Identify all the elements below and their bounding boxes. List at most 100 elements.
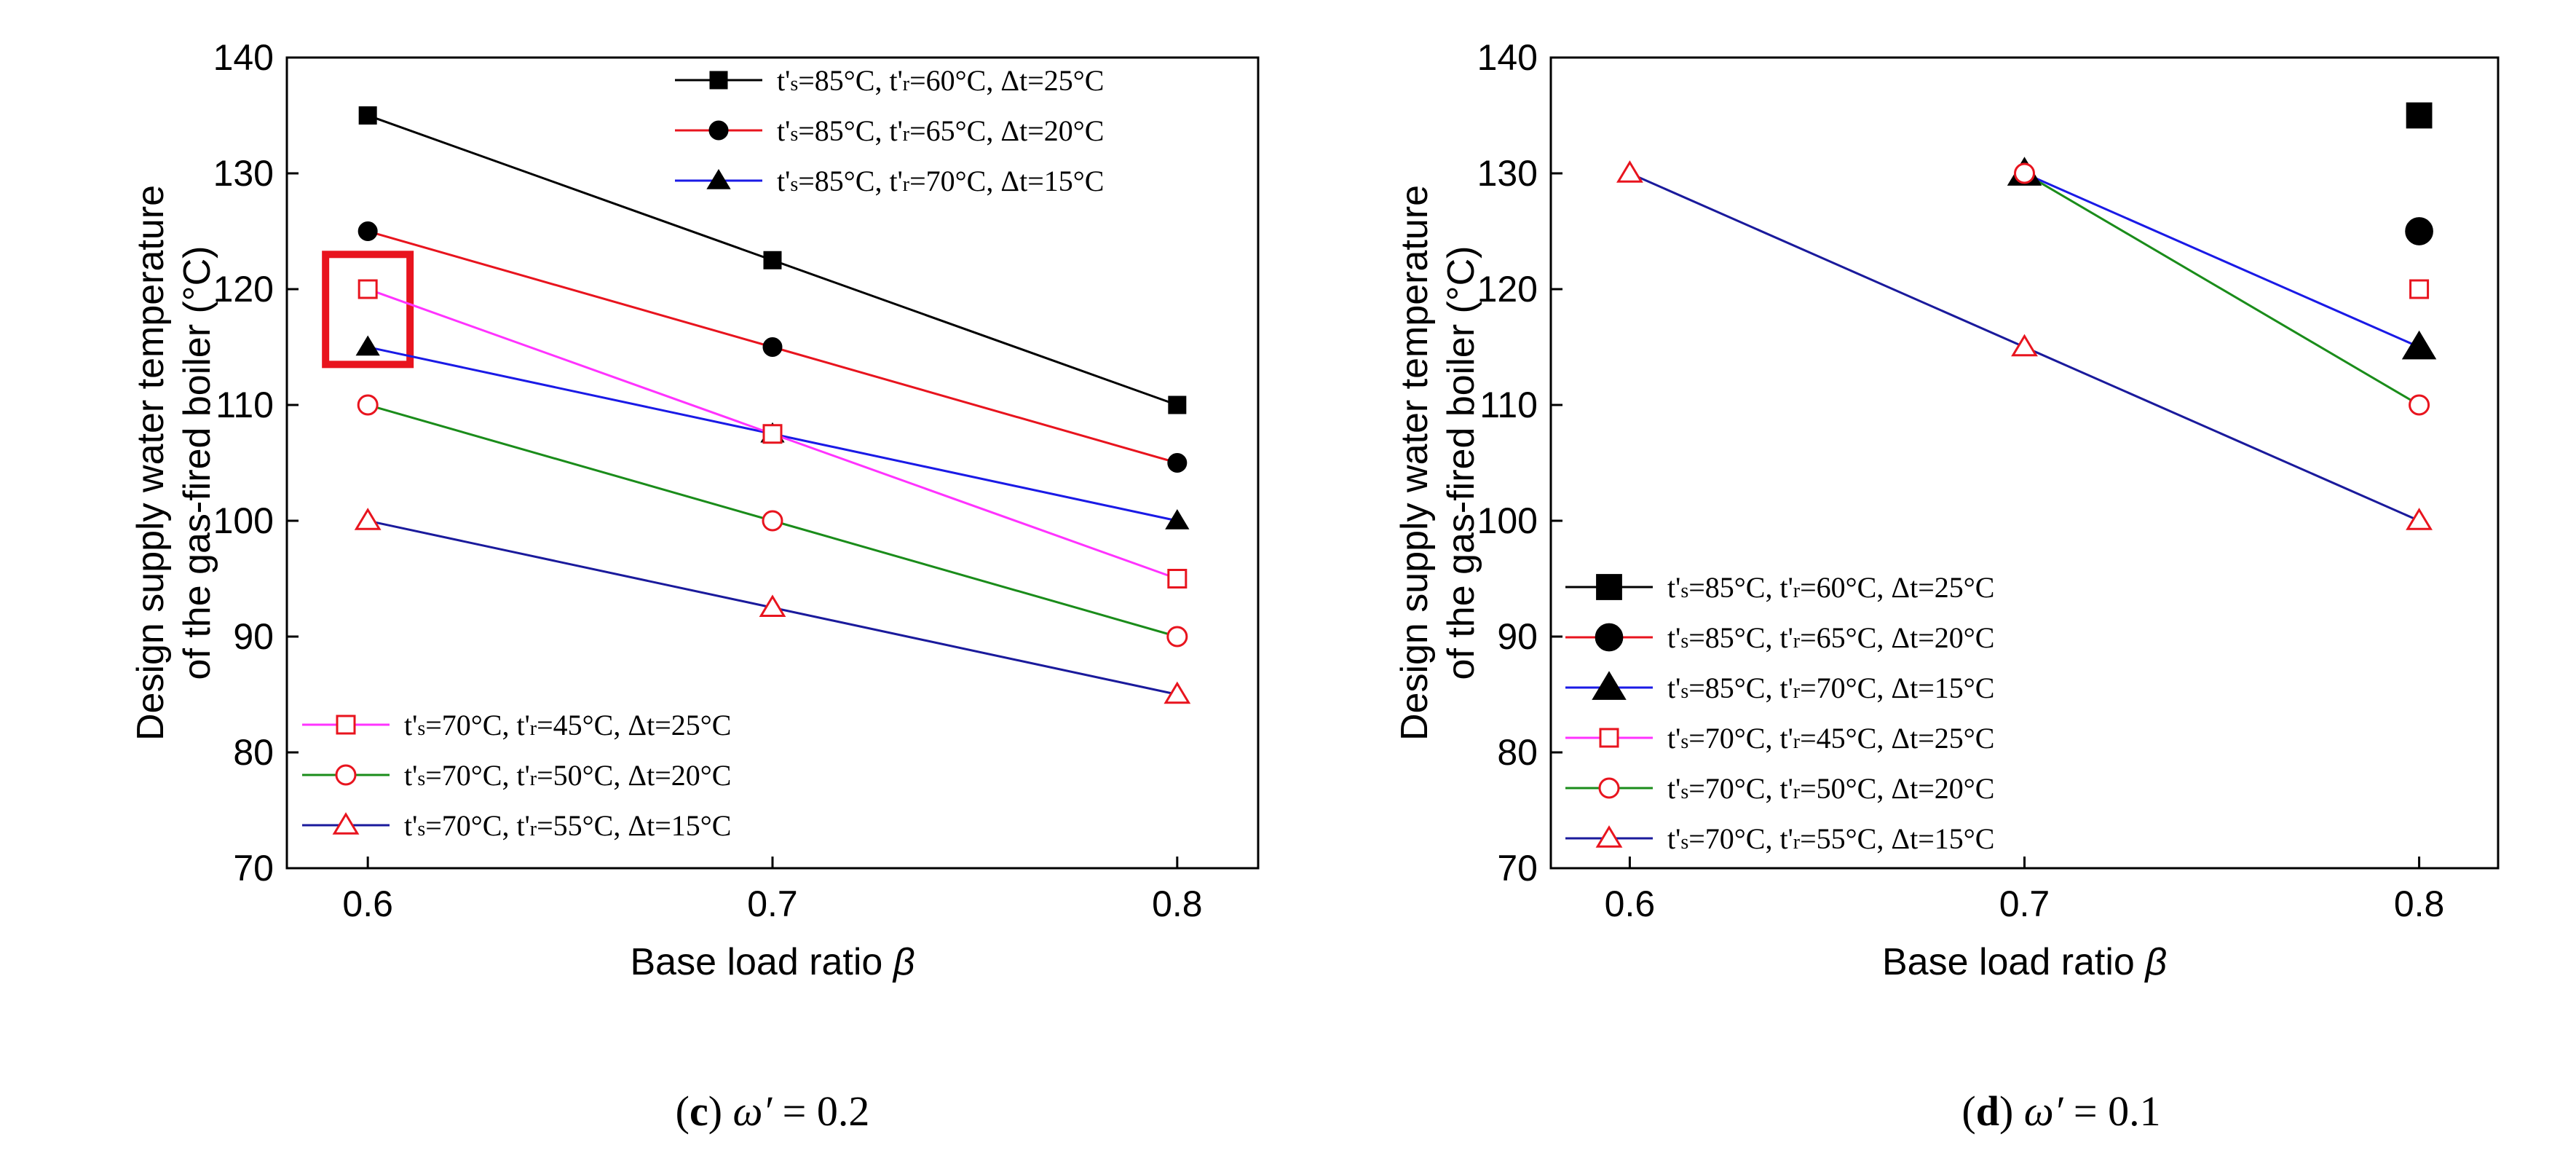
- y-axis-label-line1: Design supply water temperature: [1394, 185, 1436, 741]
- data-point-s0: [358, 106, 377, 125]
- legend-swatch-marker: [336, 715, 356, 735]
- legend-label: t's=85°C, t'r=65°C, Δt=20°C: [1667, 621, 1994, 654]
- legend-subscript: s: [417, 818, 425, 841]
- y-tick-label: 70: [1497, 848, 1538, 889]
- data-point-s0: [2406, 102, 2433, 129]
- legend-text: =65°C, Δt=20°C: [1800, 621, 1994, 654]
- legend-swatch-marker: [1598, 777, 1620, 799]
- data-point-s4: [1166, 626, 1188, 648]
- legend-label: t's=70°C, t'r=45°C, Δt=25°C: [1667, 722, 1994, 755]
- legend-subscript: r: [1793, 831, 1801, 854]
- legend-text: =85°C, t': [798, 64, 903, 97]
- x-tick-label: 0.8: [2394, 883, 2445, 924]
- data-point-s5: [759, 594, 786, 617]
- legend-subscript: s: [1680, 781, 1688, 803]
- data-point-s4: [2014, 162, 2035, 184]
- data-point-s1: [357, 221, 378, 241]
- legend-swatch-marker: [1596, 574, 1622, 600]
- legend-subscript: r: [1793, 731, 1801, 753]
- legend-entry: t's=85°C, t'r=70°C, Δt=15°C: [675, 165, 1104, 197]
- legend-swatch-marker: [1592, 671, 1627, 700]
- y-tick-label: 80: [1497, 732, 1538, 773]
- legend-subscript: s: [1680, 831, 1688, 854]
- legend-entry: t's=85°C, t'r=60°C, Δt=25°C: [1565, 571, 1994, 604]
- x-axis-label-text: Base load ratio: [1882, 941, 2145, 983]
- legend-entry: t's=70°C, t'r=55°C, Δt=15°C: [1565, 822, 1994, 855]
- legend-subscript: s: [417, 768, 425, 790]
- x-tick-label: 0.6: [1605, 883, 1656, 924]
- caption-symbol: ω′: [2024, 1087, 2064, 1135]
- y-axis-label-line1: Design supply water temperature: [130, 185, 172, 741]
- legend-subscript: r: [903, 73, 910, 95]
- y-axis-label-line2: of the gas-fired boiler (°C): [176, 246, 218, 680]
- y-tick-label: 110: [216, 385, 274, 425]
- legend-text: =60°C, Δt=25°C: [909, 64, 1104, 97]
- legend-label: t's=70°C, t'r=50°C, Δt=20°C: [404, 759, 731, 792]
- legend-label: t's=70°C, t'r=50°C, Δt=20°C: [1667, 772, 1994, 805]
- data-point-s5: [1616, 160, 1643, 183]
- data-point-s4: [357, 394, 379, 416]
- legend-subscript: s: [1680, 680, 1688, 703]
- data-point-s4: [2409, 394, 2430, 416]
- data-point-s1: [762, 337, 783, 357]
- highlight-box: [322, 251, 414, 369]
- data-point-s4: [762, 510, 783, 532]
- legend-entry: t's=70°C, t'r=45°C, Δt=25°C: [302, 709, 731, 741]
- legend-subscript: r: [1793, 781, 1801, 803]
- legend-text: =85°C, t': [1688, 621, 1793, 654]
- legend-entry: t's=70°C, t'r=55°C, Δt=15°C: [302, 809, 731, 842]
- y-axis-label-line2: of the gas-fired boiler (°C): [1440, 246, 1482, 680]
- legend-text: t': [1667, 621, 1680, 654]
- caption-paren-close: ): [1999, 1087, 2024, 1135]
- legend-entry: t's=70°C, t'r=45°C, Δt=25°C: [1565, 722, 1994, 755]
- legend-text: =70°C, t': [425, 759, 530, 792]
- legend-subscript: r: [903, 123, 910, 146]
- legend-text: =70°C, t': [1688, 772, 1793, 805]
- legend-entry: t's=85°C, t'r=65°C, Δt=20°C: [1565, 621, 1994, 654]
- x-axis-label-symbol: β: [892, 941, 915, 983]
- data-point-s3: [762, 424, 783, 444]
- caption-letter: c: [690, 1087, 708, 1135]
- y-tick-label: 90: [1497, 616, 1538, 657]
- y-tick-label: 80: [233, 732, 274, 773]
- plot-frame: [285, 56, 1260, 870]
- data-point-s5: [2011, 334, 2038, 357]
- x-axis-label-symbol: β: [2144, 941, 2167, 983]
- legend-text: =70°C, t': [1688, 722, 1793, 755]
- y-tick-label: 100: [213, 500, 274, 541]
- legend-label: t's=85°C, t'r=60°C, Δt=25°C: [777, 64, 1104, 97]
- legend-subscript: r: [1793, 630, 1801, 653]
- legend-entry: t's=85°C, t'r=65°C, Δt=20°C: [675, 114, 1104, 147]
- legend: t's=85°C, t'r=60°C, Δt=25°Ct's=85°C, t'r…: [1565, 571, 1994, 855]
- legend-entry: t's=70°C, t'r=50°C, Δt=20°C: [302, 759, 731, 792]
- legend-subscript: r: [530, 768, 537, 790]
- data-point-s3: [357, 279, 378, 299]
- x-axis-label-text: Base load ratio: [630, 941, 893, 983]
- legend-text: =50°C, Δt=20°C: [1800, 772, 1994, 805]
- legend-subscript: s: [1680, 580, 1688, 602]
- legend-subscript: s: [1680, 731, 1688, 753]
- legend-subscript: r: [1793, 680, 1801, 703]
- y-tick-label: 140: [213, 37, 274, 78]
- chart-panel-c: 70 80 90 100 110 120 130 140 0.6 0.7 0.8 Base load …: [130, 37, 1260, 1135]
- legend-label: t's=70°C, t'r=55°C, Δt=15°C: [404, 809, 731, 842]
- panel-caption: (c) ω′ = 0.2: [676, 1087, 870, 1135]
- caption-value: = 0.2: [772, 1087, 869, 1135]
- x-tick-label: 0.7: [1999, 883, 2050, 924]
- y-tick-label: 120: [213, 269, 274, 310]
- legend-text: t': [1667, 772, 1680, 805]
- y-tick-label: 130: [1477, 153, 1538, 194]
- legend-subscript: s: [790, 73, 798, 95]
- data-point-s3: [1167, 569, 1188, 589]
- series-line-2: [2023, 172, 2420, 348]
- data-point-s0: [1168, 395, 1187, 414]
- legend-label: t's=85°C, t'r=70°C, Δt=15°C: [777, 165, 1104, 197]
- legend-swatch-marker: [708, 120, 729, 141]
- data-point-s3: [2409, 279, 2430, 299]
- data-point-s5: [1163, 681, 1191, 704]
- legend-label: t's=70°C, t'r=55°C, Δt=15°C: [1667, 822, 1994, 855]
- y-tick-label: 110: [1479, 385, 1538, 425]
- caption-letter: d: [1976, 1087, 1999, 1135]
- legend-swatch-marker: [1595, 825, 1623, 848]
